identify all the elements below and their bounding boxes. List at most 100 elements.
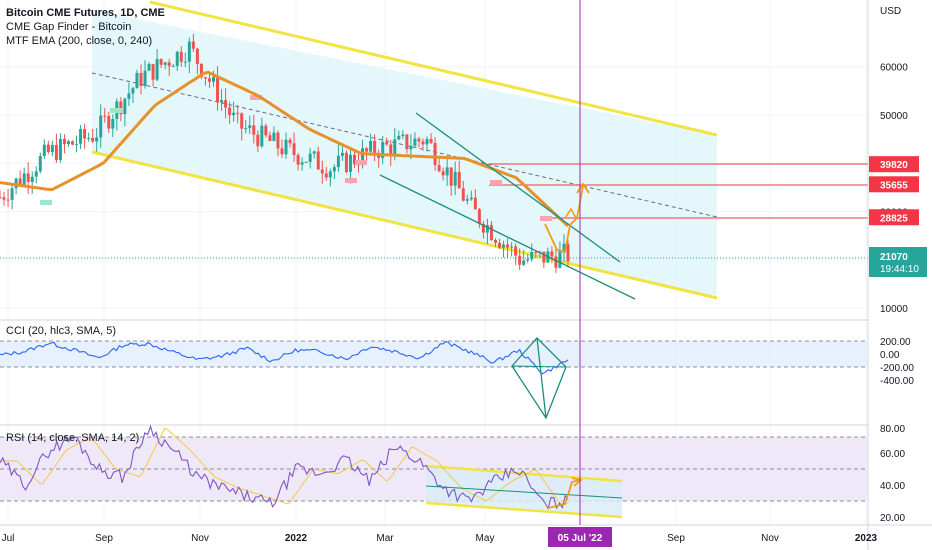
channel-upper-line[interactable] <box>149 0 718 137</box>
candle <box>481 220 485 239</box>
candle <box>268 131 272 142</box>
candle <box>195 47 199 75</box>
candle <box>397 130 401 141</box>
price-axis[interactable]: USD 600005000040000300002000010000 39820… <box>869 6 927 315</box>
candle <box>522 250 526 267</box>
rsi-channel-upper[interactable] <box>425 464 623 483</box>
candle <box>332 164 336 180</box>
candle <box>562 234 566 262</box>
rsi-tick-label: 40.00 <box>880 481 905 492</box>
cci-legend[interactable]: CCI (20, hlc3, SMA, 5) <box>6 325 117 337</box>
candle <box>465 194 469 205</box>
rsi-tick-label: 20.00 <box>880 513 905 524</box>
candle <box>417 136 421 148</box>
wedge-upper-line[interactable] <box>415 112 621 263</box>
rsi-channel-lower[interactable] <box>425 501 623 519</box>
gap-marker <box>540 216 552 221</box>
candle <box>348 147 352 184</box>
candle <box>300 157 304 171</box>
candle <box>530 243 534 262</box>
candle <box>38 152 42 174</box>
candle <box>163 61 167 70</box>
candle <box>167 58 171 76</box>
candle <box>111 114 115 137</box>
candle <box>87 132 91 142</box>
candle <box>135 69 139 89</box>
candle <box>248 115 252 135</box>
candle <box>42 139 46 159</box>
candle <box>155 48 159 82</box>
candle <box>50 140 54 157</box>
candle <box>187 37 191 73</box>
candle <box>381 135 385 165</box>
rsi-pane[interactable] <box>0 424 868 519</box>
candle <box>510 242 514 257</box>
time-axis[interactable]: Jul Sep Nov 2022 Mar May Sep Nov 2023 05 Jul '22 <box>2 527 878 547</box>
candle <box>558 241 562 269</box>
candle <box>429 133 433 145</box>
cci-axis[interactable]: 200.00 0.00 -200.00 -400.00 <box>880 337 914 387</box>
projection-arrow-1-head <box>576 182 590 194</box>
candle <box>461 180 465 202</box>
candle <box>224 88 228 119</box>
candle <box>514 243 518 266</box>
main-legend: Bitcoin CME Futures, 1D, CME CME Gap Fin… <box>6 6 165 48</box>
gap-marker <box>355 160 367 165</box>
cci-line[interactable] <box>0 340 569 375</box>
legend-indicator-cme-gap[interactable]: CME Gap Finder - Bitcoin <box>6 21 132 33</box>
rsi-projection-arrow[interactable] <box>547 479 581 509</box>
rsi-trend-line[interactable] <box>425 485 623 499</box>
legend-indicator-ema[interactable]: MTF EMA (200, close, 0, 240) <box>6 35 153 47</box>
rsi-legend[interactable]: RSI (14, close, SMA, 14, 2) <box>6 432 140 444</box>
candle <box>228 101 232 124</box>
rsi-axis[interactable]: 80.00 60.00 40.00 20.00 <box>880 424 905 524</box>
gap-marker <box>490 180 502 185</box>
candle <box>320 160 324 184</box>
ema-200-line[interactable] <box>0 70 570 228</box>
candle <box>75 135 79 153</box>
candle <box>308 148 312 169</box>
price-tick-label: 10000 <box>880 304 908 315</box>
candle <box>469 190 473 201</box>
candle <box>2 191 6 206</box>
gap-marker <box>250 95 262 100</box>
candle <box>401 130 405 139</box>
candle <box>216 66 220 111</box>
price-tag-39820: 39820 <box>869 156 919 173</box>
candle <box>99 104 103 148</box>
cci-tick-label: 200.00 <box>880 337 911 348</box>
parallel-channel-fill <box>92 10 717 298</box>
legend-symbol-title[interactable]: Bitcoin CME Futures, 1D, CME <box>6 7 165 19</box>
candle <box>264 123 268 138</box>
candle <box>203 76 207 86</box>
rsi-line[interactable] <box>0 424 569 510</box>
candle <box>457 160 461 189</box>
candle <box>502 240 506 258</box>
candle <box>272 126 276 142</box>
main-price-pane[interactable] <box>0 0 868 525</box>
channel-lower-line[interactable] <box>91 150 718 300</box>
candle <box>288 137 292 148</box>
candle <box>103 107 107 123</box>
cci-pane[interactable] <box>0 337 868 420</box>
svg-text:35655: 35655 <box>880 180 908 191</box>
time-tick-label: Jul <box>2 533 15 544</box>
candle <box>54 133 58 163</box>
time-tick-label: Nov <box>191 533 209 544</box>
candle <box>550 246 554 264</box>
candle <box>58 133 62 163</box>
time-tick-label: 2023 <box>855 533 878 544</box>
candle <box>493 238 497 247</box>
time-tick-label: Nov <box>761 533 779 544</box>
candle <box>284 132 288 160</box>
projection-arrow-1[interactable] <box>544 185 584 254</box>
candle <box>369 133 373 156</box>
candle <box>453 161 457 195</box>
channel-mid-line[interactable] <box>91 72 718 218</box>
cci-tick-label: 0.00 <box>880 350 900 361</box>
candle <box>566 240 570 266</box>
wedge-lower-line[interactable] <box>379 174 636 300</box>
candle <box>95 128 99 152</box>
candle <box>123 97 127 127</box>
